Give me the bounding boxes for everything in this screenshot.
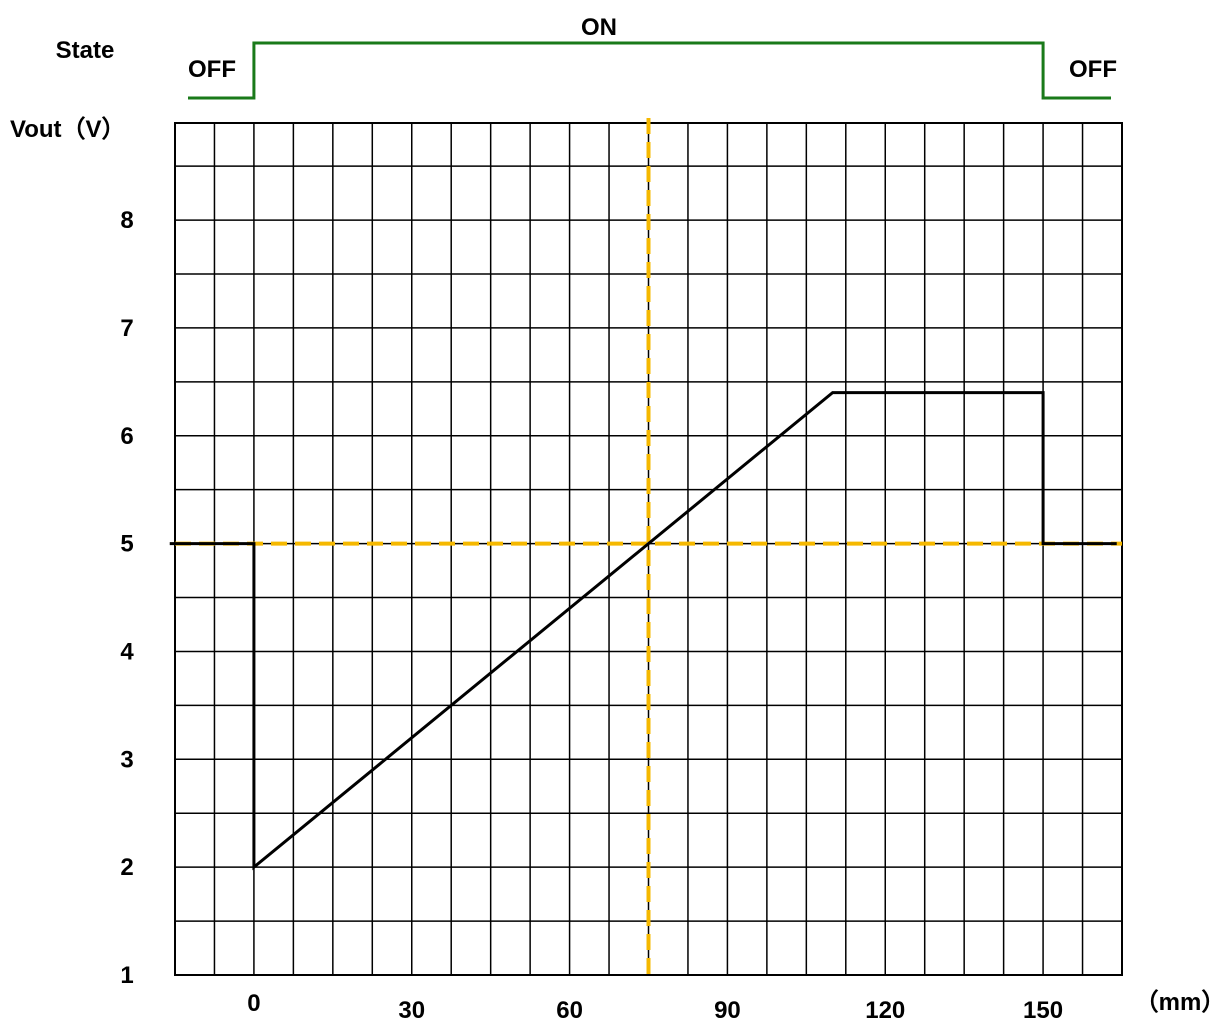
y-tick-labels: 1 2 3 4 5 6 7 8 (120, 207, 134, 989)
x-tick-label: 90 (714, 997, 741, 1021)
y-tick-label: 7 (120, 315, 133, 342)
series-line-0 (169, 391, 1117, 871)
x-tick-label: 30 (398, 997, 425, 1021)
state-indicator (188, 41, 1111, 100)
reference-lines (175, 118, 1122, 975)
x-tick-label: 120 (865, 997, 905, 1021)
y-tick-label: 8 (120, 207, 133, 234)
state-off-before-label: OFF (188, 56, 236, 83)
series-group (169, 391, 1117, 871)
y-tick-label: 3 (120, 746, 133, 773)
state-step-line (188, 41, 1111, 100)
state-label: State (56, 37, 115, 64)
y-tick-label: 1 (120, 962, 133, 989)
x-tick-label: 60 (556, 997, 583, 1021)
state-off-after-label: OFF (1069, 56, 1117, 83)
x-tick-labels: 0 30 60 90 120 150 (247, 990, 1063, 1021)
y-tick-label: 2 (120, 854, 133, 881)
y-tick-label: 6 (120, 423, 133, 450)
y-tick-label: 4 (120, 638, 134, 665)
x-tick-label: 150 (1023, 997, 1063, 1021)
x-unit-label: （mm） (1135, 989, 1222, 1016)
y-axis-label: Vout（V） (10, 116, 126, 143)
x-tick-label: 0 (247, 990, 260, 1017)
y-tick-label: 5 (120, 531, 133, 558)
state-on-label: ON (581, 14, 617, 41)
